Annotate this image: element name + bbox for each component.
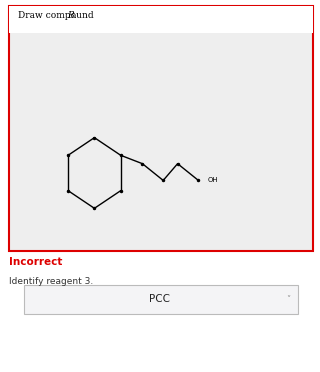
- Text: PCC: PCC: [149, 295, 171, 304]
- FancyBboxPatch shape: [9, 6, 313, 33]
- Text: ˅: ˅: [286, 295, 290, 304]
- FancyBboxPatch shape: [24, 285, 298, 314]
- Text: .: .: [73, 11, 76, 20]
- Text: Incorrect: Incorrect: [9, 257, 62, 267]
- Text: Identify reagent 3.: Identify reagent 3.: [9, 277, 93, 286]
- FancyBboxPatch shape: [9, 6, 313, 251]
- Text: OH: OH: [208, 177, 219, 183]
- Text: B: B: [67, 11, 74, 20]
- Text: Draw compound: Draw compound: [18, 11, 96, 20]
